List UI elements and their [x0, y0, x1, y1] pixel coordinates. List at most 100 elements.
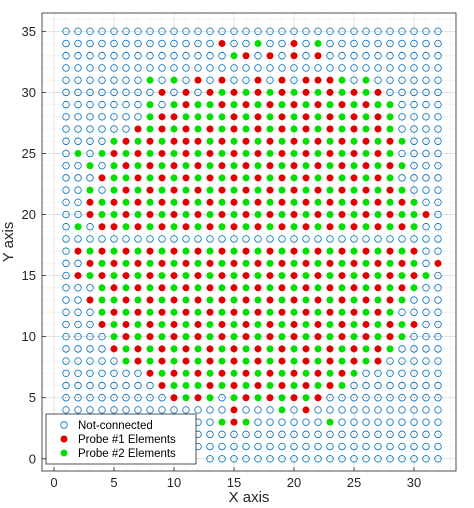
point-probe1 — [218, 186, 226, 194]
point-not-connected — [398, 418, 406, 426]
point-probe2 — [218, 284, 226, 292]
point-probe1 — [230, 308, 238, 316]
point-probe1 — [134, 308, 142, 316]
point-probe1 — [266, 101, 274, 109]
point-probe2 — [326, 162, 334, 170]
point-not-connected — [410, 381, 418, 390]
point-probe2 — [338, 88, 346, 96]
point-not-connected — [434, 247, 442, 255]
point-not-connected — [110, 357, 118, 365]
point-probe1 — [326, 174, 334, 182]
point-probe2 — [86, 247, 94, 255]
point-not-connected — [410, 442, 418, 451]
point-probe2 — [86, 186, 94, 194]
point-probe1 — [194, 211, 202, 219]
point-not-connected — [62, 332, 70, 341]
point-not-connected — [134, 88, 142, 97]
point-not-connected — [314, 406, 322, 414]
point-probe1 — [134, 345, 142, 353]
point-probe2 — [386, 284, 394, 292]
point-probe1 — [314, 320, 322, 328]
point-probe2 — [314, 382, 322, 390]
point-probe1 — [182, 88, 190, 96]
point-probe1 — [410, 272, 418, 280]
point-not-connected — [74, 198, 82, 207]
point-probe2 — [266, 223, 274, 231]
point-probe2 — [266, 357, 274, 365]
legend: Not-connected Probe #1 Elements Probe #2… — [45, 413, 197, 465]
point-not-connected — [422, 52, 430, 60]
point-probe2 — [350, 137, 358, 145]
point-probe2 — [350, 162, 358, 170]
point-not-connected — [422, 39, 430, 48]
point-probe1 — [86, 198, 94, 206]
point-probe2 — [146, 113, 154, 121]
point-probe1 — [170, 247, 178, 255]
point-probe1 — [110, 198, 118, 206]
point-not-connected — [398, 125, 406, 133]
point-probe2 — [98, 149, 106, 157]
point-probe2 — [302, 272, 310, 280]
point-not-connected — [194, 52, 202, 60]
point-probe1 — [218, 296, 226, 304]
point-probe2 — [158, 333, 166, 341]
point-not-connected — [134, 369, 142, 377]
point-probe2 — [194, 198, 202, 206]
point-not-connected — [434, 76, 442, 84]
point-probe2 — [290, 345, 298, 353]
point-probe1 — [350, 198, 358, 206]
point-not-connected — [422, 284, 430, 292]
point-probe1 — [206, 198, 214, 206]
point-not-connected — [410, 161, 418, 170]
point-not-connected — [434, 88, 442, 97]
point-probe1 — [266, 272, 274, 280]
point-not-connected — [206, 52, 214, 60]
point-probe2 — [110, 320, 118, 328]
point-not-connected — [86, 88, 94, 97]
point-not-connected — [398, 88, 406, 97]
point-probe2 — [242, 198, 250, 206]
point-not-connected — [434, 235, 442, 243]
point-probe1 — [362, 162, 370, 170]
point-probe1 — [350, 345, 358, 353]
point-not-connected — [146, 88, 154, 97]
point-probe1 — [398, 284, 406, 292]
point-probe1 — [230, 284, 238, 292]
point-probe2 — [362, 125, 370, 133]
point-probe1 — [338, 186, 346, 194]
point-probe2 — [362, 284, 370, 292]
point-probe1 — [242, 394, 250, 402]
point-probe2 — [134, 162, 142, 170]
point-probe2 — [338, 308, 346, 316]
point-not-connected — [422, 418, 430, 426]
x-tick-label: 20 — [287, 475, 301, 490]
point-probe1 — [110, 308, 118, 316]
point-not-connected — [62, 174, 70, 182]
point-probe2 — [326, 320, 334, 328]
point-probe2 — [362, 223, 370, 231]
point-probe1 — [314, 394, 322, 402]
point-probe2 — [374, 247, 382, 255]
point-not-connected — [350, 381, 358, 390]
point-not-connected — [398, 52, 406, 60]
point-probe1 — [230, 125, 238, 133]
point-probe2 — [386, 101, 394, 109]
x-tick-label: 15 — [227, 475, 241, 490]
point-probe2 — [206, 320, 214, 328]
point-probe1 — [158, 357, 166, 365]
point-probe2 — [134, 333, 142, 341]
point-not-connected — [350, 394, 358, 402]
point-probe1 — [398, 259, 406, 267]
point-probe2 — [182, 211, 190, 219]
point-probe1 — [314, 296, 322, 304]
point-probe2 — [146, 149, 154, 157]
point-not-connected — [62, 149, 70, 158]
point-probe1 — [326, 76, 334, 84]
point-not-connected — [362, 381, 370, 390]
point-probe2 — [242, 125, 250, 133]
point-not-connected — [110, 125, 118, 133]
point-probe1 — [122, 320, 130, 328]
point-probe1 — [170, 394, 178, 402]
point-not-connected — [374, 64, 382, 72]
point-not-connected — [74, 259, 82, 268]
